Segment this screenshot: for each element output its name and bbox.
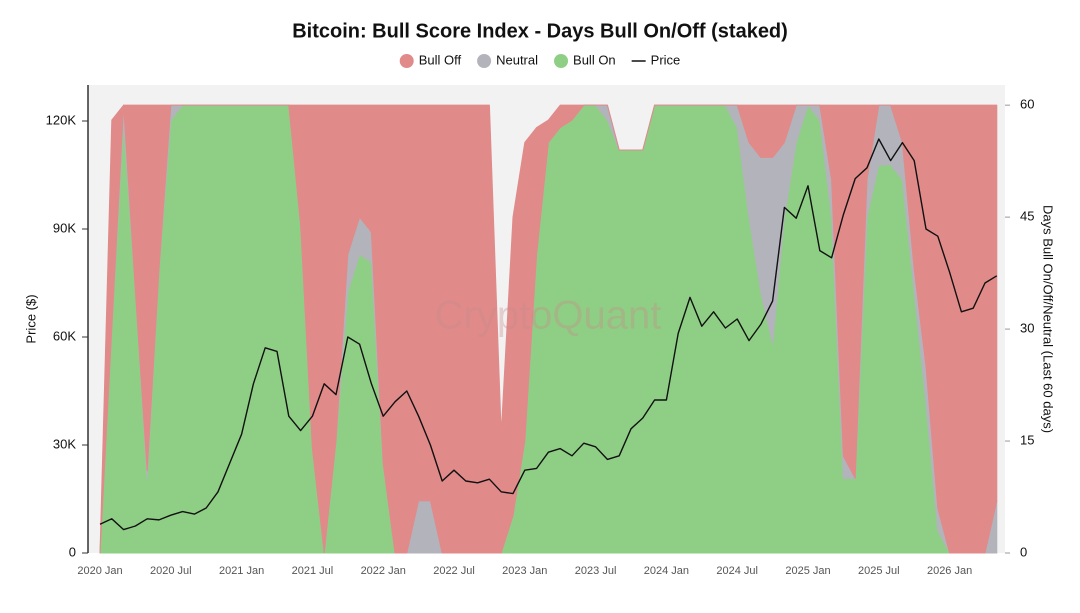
x-tick-label: 2022 Jan <box>361 565 406 577</box>
x-tick-label: 2023 Jul <box>575 565 617 577</box>
x-tick-label: 2024 Jul <box>716 565 758 577</box>
legend-swatch <box>477 54 492 68</box>
legend-item: Bull On <box>554 52 616 68</box>
legend-label: Price <box>651 52 681 67</box>
y-axis-title: Price ($) <box>23 294 38 343</box>
legend-label: Neutral <box>496 52 538 67</box>
y2-tick-label: 45 <box>1020 209 1034 224</box>
legend-item: Neutral <box>477 52 538 68</box>
x-tick-label: 2021 Jul <box>292 565 334 577</box>
x-tick-label: 2022 Jul <box>433 565 475 577</box>
legend-label: Bull Off <box>419 52 462 67</box>
y-tick-label: 30K <box>53 436 76 451</box>
x-tick-label: 2025 Jan <box>785 565 830 577</box>
area <box>99 104 998 554</box>
y2-tick-label: 0 <box>1020 544 1027 559</box>
areas <box>99 104 998 554</box>
legend: Bull Off Neutral Bull On Price <box>399 52 681 68</box>
x-tick-label: 2025 Jul <box>858 565 900 577</box>
watermark: CryptoQuant <box>435 294 662 338</box>
lines <box>99 138 998 531</box>
legend-label: Bull On <box>573 52 616 67</box>
y-tick-label: 60K <box>53 328 76 343</box>
legend-item: Bull Off <box>399 52 462 68</box>
legend-swatch <box>554 54 569 68</box>
x-tick-label: 2020 Jul <box>150 565 192 577</box>
x-tick-label: 2024 Jan <box>644 565 689 577</box>
x-tick-label: 2026 Jan <box>927 565 972 577</box>
legend-item: Price <box>631 52 681 67</box>
y2-tick-label: 30 <box>1020 321 1034 336</box>
legend-swatch <box>399 54 414 68</box>
chart-title: Bitcoin: Bull Score Index - Days Bull On… <box>292 20 788 42</box>
price-line <box>99 138 998 531</box>
y-tick-label: 120K <box>46 112 77 127</box>
y-tick-label: 90K <box>53 220 76 235</box>
y-tick-label: 0 <box>69 544 76 559</box>
y2-tick-label: 60 <box>1020 97 1034 112</box>
y2-axis-title: Days Bull On/Off/Neutral (Last 60 days) <box>1041 205 1056 433</box>
x-tick-label: 2020 Jan <box>77 565 122 577</box>
x-tick-label: 2023 Jan <box>502 565 547 577</box>
y2-tick-label: 15 <box>1020 432 1034 447</box>
x-tick-label: 2021 Jan <box>219 565 264 577</box>
